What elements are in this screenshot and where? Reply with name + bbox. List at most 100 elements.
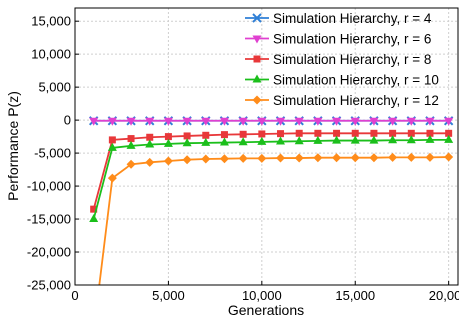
- data-point-marker: [350, 135, 360, 144]
- data-point-marker: [370, 129, 378, 137]
- data-point-marker: [313, 153, 323, 163]
- data-point-marker: [201, 154, 211, 164]
- data-point-marker: [107, 117, 117, 126]
- data-point-marker: [219, 154, 229, 164]
- data-point-marker: [126, 117, 136, 126]
- data-point-marker: [406, 152, 416, 162]
- data-point-marker: [369, 153, 379, 163]
- data-point-marker: [252, 74, 262, 83]
- data-point-marker: [182, 138, 192, 147]
- data-point-marker: [145, 157, 155, 167]
- data-point-marker: [127, 135, 135, 143]
- data-point-marker: [164, 133, 172, 141]
- data-point-marker: [294, 117, 304, 126]
- x-tick-label: 0: [71, 288, 78, 303]
- data-point-marker: [389, 129, 397, 137]
- legend-label: Simulation Hierarchy, r = 8: [273, 52, 431, 67]
- data-point-marker: [108, 136, 116, 144]
- data-point-marker: [295, 129, 303, 137]
- plot-frame: [74, 7, 459, 286]
- x-axis-label: Generations: [228, 302, 304, 318]
- data-point-marker: [425, 134, 435, 143]
- series-3: [90, 129, 453, 213]
- data-point-marker: [369, 135, 379, 144]
- data-point-marker: [350, 153, 360, 163]
- x-axis-ticks: 0 5,000 10,000 15,000 20,000: [71, 281, 459, 303]
- data-point-marker: [388, 117, 398, 126]
- data-point-marker: [126, 140, 136, 149]
- data-point-marker: [445, 129, 453, 137]
- data-point-marker: [350, 117, 360, 126]
- data-point-marker: [238, 117, 248, 126]
- y-tick-label: -15,000: [27, 212, 71, 227]
- data-point-marker: [183, 132, 191, 140]
- y-axis-label: Performance P(z): [5, 91, 21, 201]
- data-point-marker: [107, 142, 117, 151]
- data-point-marker: [351, 129, 359, 137]
- data-point-marker: [253, 55, 261, 63]
- data-point-marker: [126, 159, 136, 169]
- data-point-marker: [163, 156, 173, 166]
- data-point-marker: [219, 137, 229, 146]
- y-tick-label: 10,000: [31, 47, 71, 62]
- data-point-marker: [238, 137, 248, 146]
- data-point-marker: [238, 153, 248, 163]
- y-axis-ticks: 15,000 10,000 5,000 0 -5,000 -10,000 -15,000 -2…: [27, 14, 79, 293]
- data-point-marker: [388, 152, 398, 162]
- data-point-marker: [252, 35, 262, 44]
- data-point-marker: [163, 138, 173, 147]
- data-point-marker: [294, 136, 304, 145]
- data-point-marker: [258, 130, 266, 138]
- data-point-marker: [406, 135, 416, 144]
- data-point-marker: [277, 130, 285, 138]
- data-point-marker: [90, 205, 98, 213]
- series-layer: [88, 116, 454, 285]
- y-tick-label: 15,000: [31, 14, 71, 29]
- data-point-marker: [425, 117, 435, 126]
- data-point-marker: [146, 133, 154, 141]
- series-5: [98, 152, 454, 285]
- data-point-marker: [182, 155, 192, 165]
- plot-background: [75, 8, 458, 285]
- legend-item: Simulation Hierarchy, r = 6: [245, 32, 431, 47]
- x-tick-label: 20,000: [429, 288, 459, 303]
- legend-item: Simulation Hierarchy, r = 8: [245, 52, 431, 67]
- data-point-marker: [313, 117, 323, 126]
- data-point-marker: [332, 117, 342, 126]
- data-point-marker: [407, 129, 415, 137]
- data-point-marker: [406, 117, 416, 126]
- data-point-marker: [252, 95, 262, 105]
- y-tick-label: 0: [64, 113, 71, 128]
- data-point-marker: [444, 117, 454, 126]
- series-2: [89, 117, 454, 126]
- legend-label: Simulation Hierarchy, r = 10: [273, 73, 439, 88]
- legend-item: Simulation Hierarchy, r = 4: [245, 11, 432, 26]
- data-point-marker: [145, 117, 155, 126]
- data-point-marker: [444, 134, 454, 143]
- data-point-marker: [219, 117, 229, 126]
- y-tick-label: -5,000: [34, 146, 71, 161]
- data-point-marker: [276, 153, 286, 163]
- data-point-marker: [332, 135, 342, 144]
- y-tick-label: 5,000: [38, 80, 71, 95]
- data-point-marker: [313, 135, 323, 144]
- data-point-marker: [202, 131, 210, 139]
- data-point-marker: [332, 153, 342, 163]
- data-point-marker: [257, 153, 267, 163]
- data-point-marker: [107, 173, 117, 183]
- data-point-marker: [89, 117, 99, 126]
- data-point-marker: [388, 135, 398, 144]
- legend-item: Simulation Hierarchy, r = 12: [245, 93, 439, 108]
- data-point-marker: [425, 152, 435, 162]
- data-point-marker: [257, 136, 267, 145]
- data-point-marker: [426, 129, 434, 137]
- y-tick-label: -25,000: [27, 278, 71, 293]
- data-point-marker: [257, 117, 267, 126]
- data-point-marker: [201, 117, 211, 126]
- data-point-marker: [252, 13, 262, 23]
- data-point-marker: [444, 152, 454, 162]
- x-tick-label: 5,000: [152, 288, 185, 303]
- data-point-marker: [294, 153, 304, 163]
- data-point-marker: [276, 117, 286, 126]
